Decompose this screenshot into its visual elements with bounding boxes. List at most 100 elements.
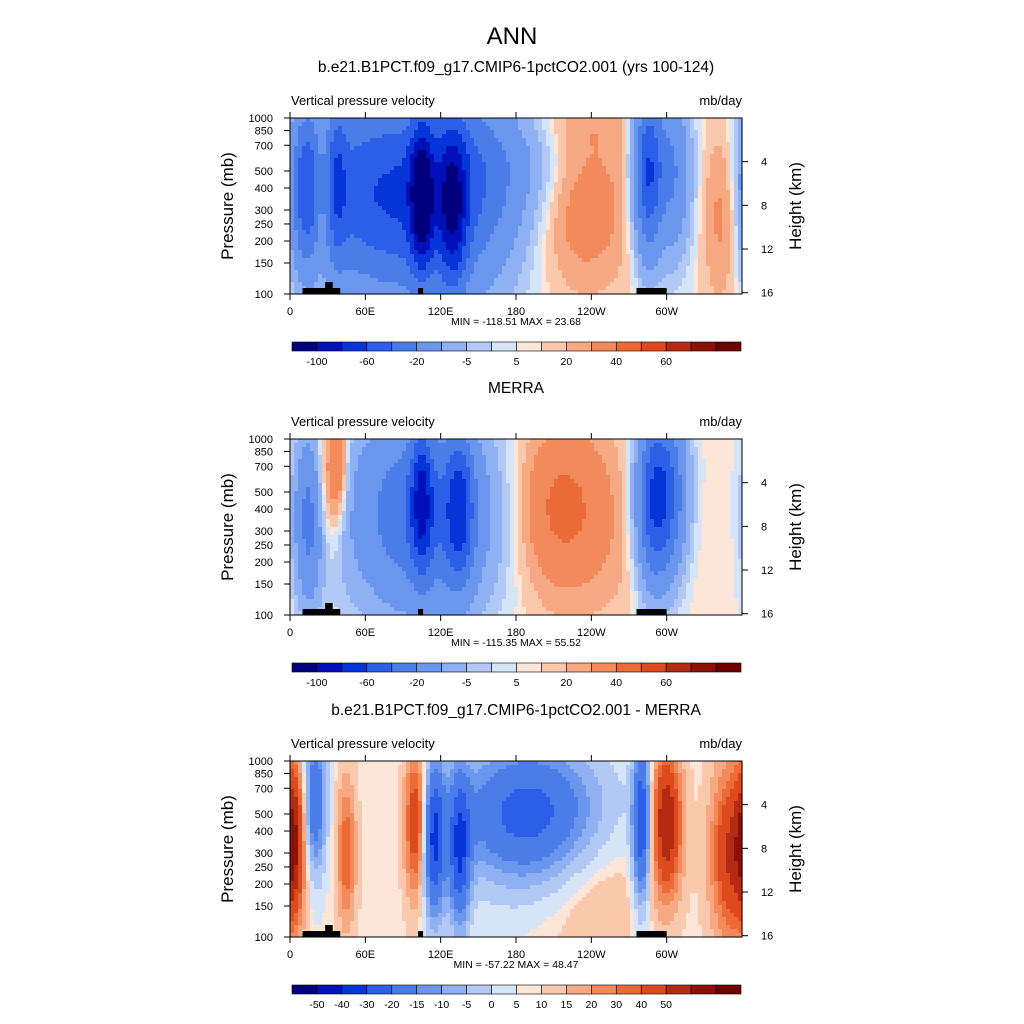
- contour-cell: [714, 242, 719, 247]
- contour-cell: [366, 210, 371, 215]
- contour-cell: [614, 218, 619, 223]
- contour-cell: [374, 206, 379, 211]
- contour-cell: [534, 270, 539, 275]
- contour-cell: [646, 278, 651, 283]
- contour-cell: [590, 198, 595, 203]
- contour-cell: [470, 198, 475, 203]
- contour-cell: [446, 230, 451, 235]
- contour-cell: [630, 222, 635, 227]
- contour-cell: [498, 270, 503, 275]
- contour-cell: [482, 290, 487, 295]
- contour-cell: [598, 278, 603, 283]
- contour-cell: [310, 206, 315, 211]
- contour-cell: [474, 254, 479, 259]
- contour-cell: [606, 234, 611, 239]
- contour-cell: [674, 282, 679, 287]
- contour-cell: [534, 210, 539, 215]
- contour-cell: [586, 174, 591, 179]
- contour-cell: [490, 154, 495, 159]
- contour-cell: [594, 186, 599, 191]
- contour-cell: [554, 130, 559, 135]
- contour-cell: [306, 134, 311, 139]
- contour-cell: [442, 138, 447, 143]
- contour-cell: [718, 158, 723, 163]
- contour-cell: [690, 226, 695, 231]
- contour-cell: [602, 246, 607, 251]
- contour-cell: [334, 278, 339, 283]
- contour-cell: [642, 138, 647, 143]
- contour-cell: [358, 210, 363, 215]
- contour-cell: [450, 170, 455, 175]
- contour-cell: [482, 118, 487, 123]
- contour-cell: [702, 234, 707, 239]
- contour-cell: [430, 238, 435, 243]
- contour-cell: [482, 134, 487, 139]
- contour-cell: [662, 162, 667, 167]
- contour-cell: [578, 170, 583, 175]
- contour-cell: [678, 134, 683, 139]
- contour-cell: [658, 126, 663, 131]
- contour-cell: [378, 178, 383, 183]
- contour-cell: [574, 286, 579, 291]
- contour-cell: [374, 182, 379, 187]
- contour-cell: [298, 170, 303, 175]
- contour-cell: [606, 226, 611, 231]
- contour-cell: [330, 146, 335, 151]
- contour-cell: [710, 246, 715, 251]
- contour-cell: [590, 166, 595, 171]
- contour-cell: [418, 134, 423, 139]
- contour-cell: [498, 170, 503, 175]
- contour-cell: [534, 130, 539, 135]
- contour-cell: [390, 178, 395, 183]
- contour-cell: [622, 182, 627, 187]
- contour-cell: [674, 234, 679, 239]
- contour-cell: [602, 290, 607, 295]
- contour-cell: [698, 290, 703, 295]
- contour-cell: [546, 270, 551, 275]
- contour-cell: [522, 118, 527, 123]
- contour-cell: [590, 210, 595, 215]
- contour-cell: [466, 142, 471, 147]
- contour-cell: [370, 198, 375, 203]
- contour-cell: [610, 202, 615, 207]
- contour-cell: [322, 158, 327, 163]
- contour-cell: [562, 250, 567, 255]
- contour-cell: [462, 130, 467, 135]
- contour-cell: [518, 122, 523, 127]
- contour-cell: [594, 130, 599, 135]
- contour-cell: [670, 130, 675, 135]
- contour-cell: [414, 266, 419, 271]
- contour-cell: [694, 266, 699, 271]
- contour-cell: [314, 266, 319, 271]
- contour-cell: [366, 158, 371, 163]
- contour-cell: [618, 162, 623, 167]
- contour-cell: [378, 134, 383, 139]
- contour-cell: [446, 234, 451, 239]
- contour-cell: [370, 170, 375, 175]
- contour-cell: [670, 182, 675, 187]
- contour-cell: [726, 158, 731, 163]
- contour-cell: [510, 174, 515, 179]
- contour-cell: [690, 186, 695, 191]
- contour-cell: [594, 282, 599, 287]
- contour-cell: [634, 194, 639, 199]
- contour-cell: [322, 198, 327, 203]
- contour-cell: [522, 214, 527, 219]
- contour-cell: [382, 222, 387, 227]
- contour-cell: [522, 178, 527, 183]
- contour-cell: [582, 246, 587, 251]
- contour-cell: [294, 118, 299, 123]
- contour-cell: [374, 154, 379, 159]
- contour-cell: [310, 262, 315, 267]
- contour-cell: [678, 258, 683, 263]
- contour-cell: [542, 182, 547, 187]
- contour-cell: [382, 178, 387, 183]
- contour-cell: [390, 134, 395, 139]
- contour-cell: [462, 174, 467, 179]
- contour-cell: [554, 146, 559, 151]
- contour-cell: [722, 166, 727, 171]
- contour-cell: [510, 258, 515, 263]
- contour-cell: [418, 214, 423, 219]
- contour-cell: [622, 282, 627, 287]
- contour-cell: [574, 246, 579, 251]
